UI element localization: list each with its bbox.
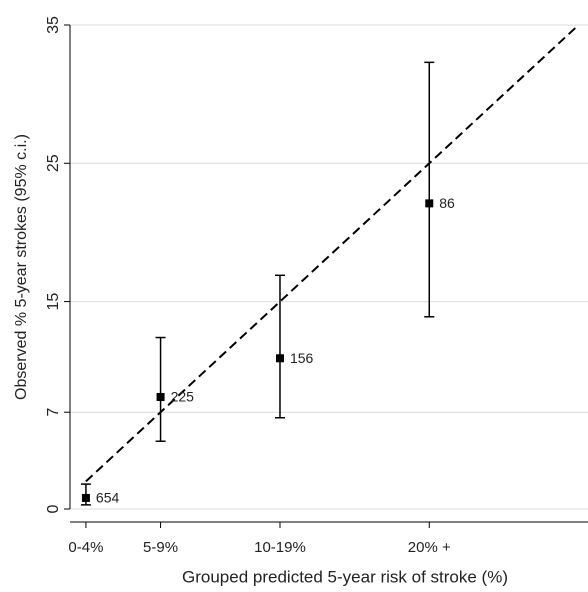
x-axis-title: Grouped predicted 5-year risk of stroke …: [182, 567, 508, 586]
point-label: 654: [96, 490, 120, 506]
x-tick-label: 0-4%: [68, 539, 103, 556]
x-tick-label: 10-19%: [254, 539, 306, 556]
y-tick-label: 7: [45, 408, 62, 417]
y-tick-label: 25: [45, 154, 62, 172]
point: [425, 199, 434, 208]
y-axis-title: Observed % 5-year strokes (95% c.i.): [13, 134, 30, 400]
point-label: 225: [171, 389, 195, 405]
point: [275, 354, 284, 363]
x-tick-label: 5-9%: [143, 539, 178, 556]
point: [156, 392, 165, 401]
y-tick-label: 0: [45, 504, 62, 513]
point-label: 86: [439, 195, 455, 211]
y-tick-label: 15: [45, 293, 62, 311]
x-tick-label: 20% +: [408, 539, 451, 556]
y-tick-label: 35: [45, 16, 62, 34]
point-label: 156: [290, 350, 314, 366]
point: [81, 493, 90, 502]
